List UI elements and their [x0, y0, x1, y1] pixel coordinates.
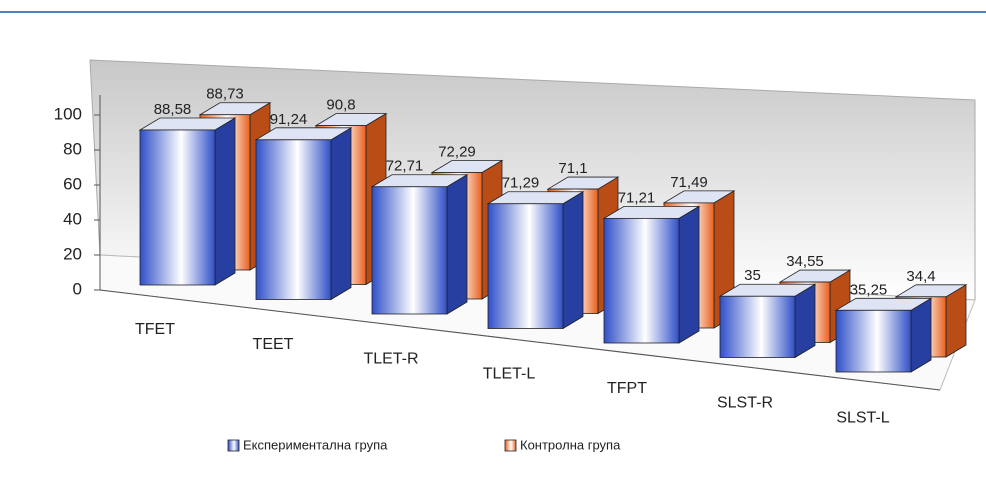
bar-front — [835, 309, 912, 373]
bar-side — [562, 191, 584, 330]
bar — [718, 283, 817, 359]
bar — [370, 174, 469, 315]
bar-side — [945, 284, 967, 358]
x-tick-label: TLET-L — [483, 365, 536, 382]
legend-label: Контролна група — [520, 437, 621, 452]
legend-swatch — [227, 439, 240, 452]
y-tick-label: 20 — [63, 244, 82, 263]
y-tick-label: 100 — [54, 104, 82, 123]
bar — [602, 205, 701, 344]
value-label: 72,29 — [438, 143, 476, 160]
value-label: 35,25 — [850, 281, 888, 298]
x-tick-label: TEET — [253, 336, 294, 353]
legend-swatch — [504, 439, 517, 452]
value-label: 88,73 — [206, 86, 244, 103]
bar-front — [719, 295, 796, 358]
y-tick-label: 40 — [63, 209, 82, 228]
x-tick-label: TFET — [135, 321, 175, 338]
bar — [834, 297, 933, 373]
bar — [254, 127, 353, 301]
value-label: 34,4 — [906, 268, 935, 285]
bar-front — [487, 203, 564, 329]
bar-side — [330, 127, 352, 301]
value-label: 90,8 — [326, 97, 355, 114]
value-label: 72,71 — [386, 158, 424, 175]
bar-front — [255, 139, 332, 300]
x-tick-label: SLST-L — [836, 409, 889, 426]
bar-side — [678, 205, 700, 344]
y-tick-label: 0 — [73, 279, 82, 298]
value-label: 91,24 — [270, 111, 308, 128]
x-tick-label: TFPT — [607, 380, 647, 397]
bar-front — [139, 129, 216, 286]
bar — [486, 191, 585, 330]
value-label: 71,29 — [502, 175, 540, 192]
bar-front — [371, 186, 448, 315]
bar-side — [910, 297, 932, 373]
bar — [138, 117, 237, 286]
bar-front — [603, 217, 680, 344]
legend-label: Експериментална група — [243, 437, 388, 452]
value-label: 34,55 — [786, 253, 824, 270]
value-label: 88,58 — [154, 101, 192, 118]
value-label: 71,21 — [618, 189, 656, 206]
x-tick-label: SLST-R — [717, 395, 773, 412]
bar-side — [214, 117, 236, 286]
x-tick-label: TLET-R — [363, 351, 418, 368]
y-tick-label: 60 — [63, 174, 82, 193]
x-axis — [99, 289, 941, 391]
y-tick-label: 80 — [63, 139, 82, 158]
value-label: 35 — [744, 267, 761, 284]
bar-side — [446, 174, 468, 315]
bar-side — [794, 283, 816, 359]
value-label: 71,49 — [670, 174, 708, 191]
value-label: 71,1 — [558, 160, 587, 177]
